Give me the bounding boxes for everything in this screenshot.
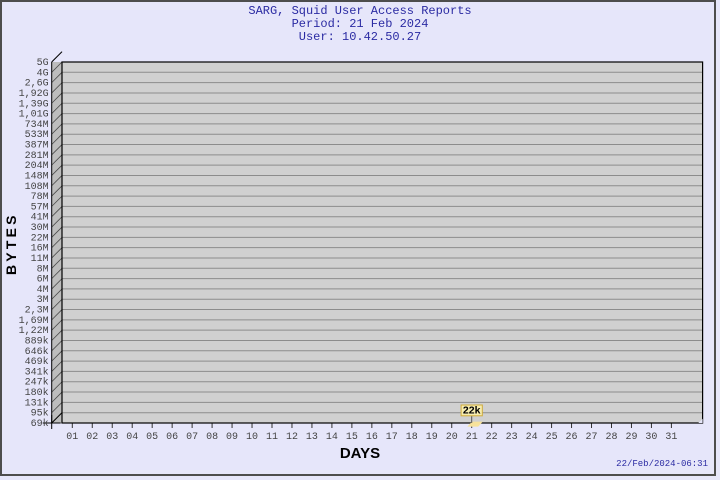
svg-text:23: 23	[506, 432, 518, 443]
svg-text:18: 18	[406, 432, 418, 443]
svg-text:19: 19	[426, 432, 438, 443]
svg-text:27: 27	[586, 432, 598, 443]
svg-text:22k: 22k	[463, 405, 481, 417]
svg-text:16: 16	[366, 432, 378, 443]
svg-text:247k: 247k	[25, 377, 49, 389]
svg-text:09: 09	[226, 432, 238, 443]
svg-text:20: 20	[446, 432, 458, 443]
svg-text:30: 30	[645, 432, 657, 443]
svg-text:28: 28	[605, 432, 617, 443]
svg-text:646k: 646k	[25, 346, 49, 358]
svg-text:08: 08	[206, 432, 218, 443]
svg-text:21: 21	[466, 432, 478, 443]
svg-text:95k: 95k	[31, 408, 49, 420]
svg-text:25: 25	[546, 432, 558, 443]
svg-text:01: 01	[66, 432, 78, 443]
svg-text:10: 10	[246, 432, 258, 443]
svg-text:13: 13	[306, 432, 318, 443]
svg-text:02: 02	[86, 432, 98, 443]
svg-text:889k: 889k	[25, 335, 49, 347]
svg-text:12: 12	[286, 432, 298, 443]
svg-text:469k: 469k	[25, 356, 49, 368]
svg-text:05: 05	[146, 432, 158, 443]
svg-text:15: 15	[346, 432, 358, 443]
svg-text:31: 31	[665, 432, 677, 443]
svg-text:14: 14	[326, 432, 338, 443]
svg-text:341k: 341k	[25, 366, 49, 378]
svg-text:06: 06	[166, 432, 178, 443]
svg-text:131k: 131k	[25, 397, 49, 409]
svg-text:17: 17	[386, 432, 398, 443]
svg-text:24: 24	[526, 432, 538, 443]
svg-text:180k: 180k	[25, 387, 49, 399]
svg-text:07: 07	[186, 432, 198, 443]
svg-text:11: 11	[266, 432, 278, 443]
svg-text:26: 26	[566, 432, 578, 443]
svg-text:04: 04	[126, 432, 138, 443]
svg-text:29: 29	[625, 432, 637, 443]
svg-text:22: 22	[486, 432, 498, 443]
svg-text:69k: 69k	[31, 418, 49, 430]
svg-text:03: 03	[106, 432, 118, 443]
